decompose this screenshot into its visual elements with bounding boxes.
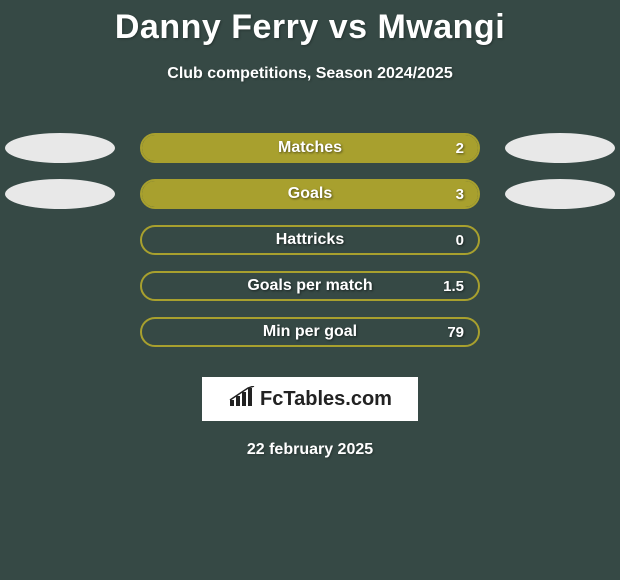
page-subtitle: Club competitions, Season 2024/2025 — [0, 65, 620, 83]
stat-value: 3 — [456, 186, 464, 203]
stats-container: Matches 2 Goals 3 Hattricks 0 Goals per match 1… — [0, 125, 620, 355]
stat-label: Goals — [288, 185, 332, 203]
logo-box[interactable]: FcTables.com — [202, 377, 418, 421]
page-title: Danny Ferry vs Mwangi — [0, 0, 620, 47]
player-ellipse-right — [505, 133, 615, 163]
stat-bar: Min per goal 79 — [140, 317, 480, 347]
stat-bar: Goals 3 — [140, 179, 480, 209]
stat-row: Min per goal 79 — [0, 309, 620, 355]
logo-text: FcTables.com — [260, 388, 392, 411]
stat-row: Matches 2 — [0, 125, 620, 171]
stat-row: Goals 3 — [0, 171, 620, 217]
player-ellipse-right — [505, 179, 615, 209]
player-ellipse-left — [5, 133, 115, 163]
player-ellipse-left — [5, 179, 115, 209]
stat-label: Matches — [278, 139, 342, 157]
stat-value: 0 — [456, 232, 464, 249]
stat-row: Goals per match 1.5 — [0, 263, 620, 309]
stat-bar: Goals per match 1.5 — [140, 271, 480, 301]
stat-label: Min per goal — [263, 323, 357, 341]
stat-value: 2 — [456, 140, 464, 157]
stat-value: 79 — [447, 324, 464, 341]
stat-row: Hattricks 0 — [0, 217, 620, 263]
stat-label: Goals per match — [247, 277, 372, 295]
footer-date: 22 february 2025 — [0, 441, 620, 459]
stat-value: 1.5 — [443, 278, 464, 295]
stat-bar: Matches 2 — [140, 133, 480, 163]
stat-bar: Hattricks 0 — [140, 225, 480, 255]
chart-icon — [228, 386, 256, 413]
stat-label: Hattricks — [276, 231, 344, 249]
